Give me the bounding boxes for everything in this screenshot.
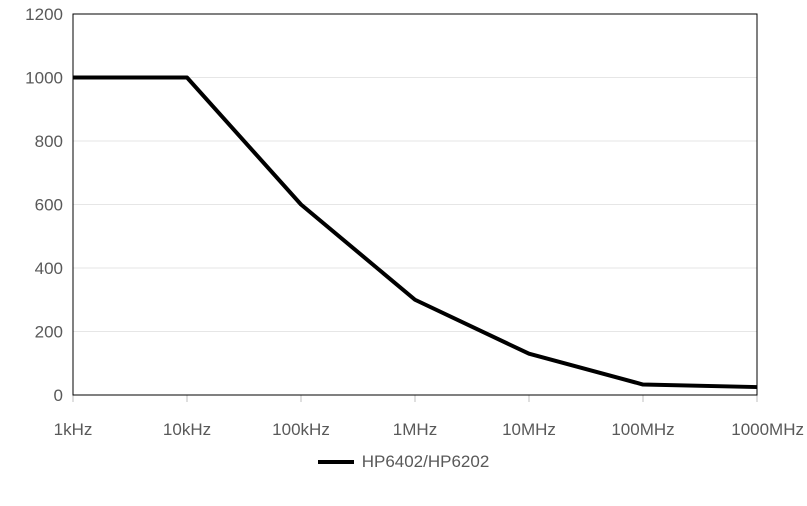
y-tick-label: 0	[54, 386, 63, 405]
x-tick-label: 1kHz	[54, 420, 93, 439]
legend-swatch	[317, 460, 354, 464]
y-tick-label: 800	[35, 132, 63, 151]
y-axis-ticks: 0 200 400 600 800 1000 1200	[25, 5, 63, 405]
x-tick-label: 100MHz	[611, 420, 674, 439]
y-tick-label: 200	[35, 323, 63, 342]
y-tick-label: 1200	[25, 5, 63, 24]
series-line	[73, 75, 758, 390]
line-chart: 0 200 400 600 800 1000 1200 1kHz 10kHz 100kHz 1MH…	[25, 5, 804, 439]
series-group	[72, 75, 758, 390]
x-tick-label: 10kHz	[163, 420, 211, 439]
legend-label: HP6402/HP6202	[361, 452, 490, 471]
y-tick-label: 400	[35, 259, 63, 278]
x-tick-label: 1MHz	[393, 420, 437, 439]
x-tick-label: 1000MHz	[731, 420, 804, 439]
legend: HP6402/HP6202	[0, 452, 807, 472]
x-axis-ticks: 1kHz 10kHz 100kHz 1MHz 10MHz 100MHz 1000MHz	[54, 395, 804, 439]
x-tick-label: 100kHz	[272, 420, 330, 439]
x-tick-label: 10MHz	[502, 420, 556, 439]
y-tick-label: 1000	[25, 69, 63, 88]
y-tick-label: 600	[35, 196, 63, 215]
gridlines	[73, 77, 757, 332]
plot-area-frame	[72, 13, 758, 396]
